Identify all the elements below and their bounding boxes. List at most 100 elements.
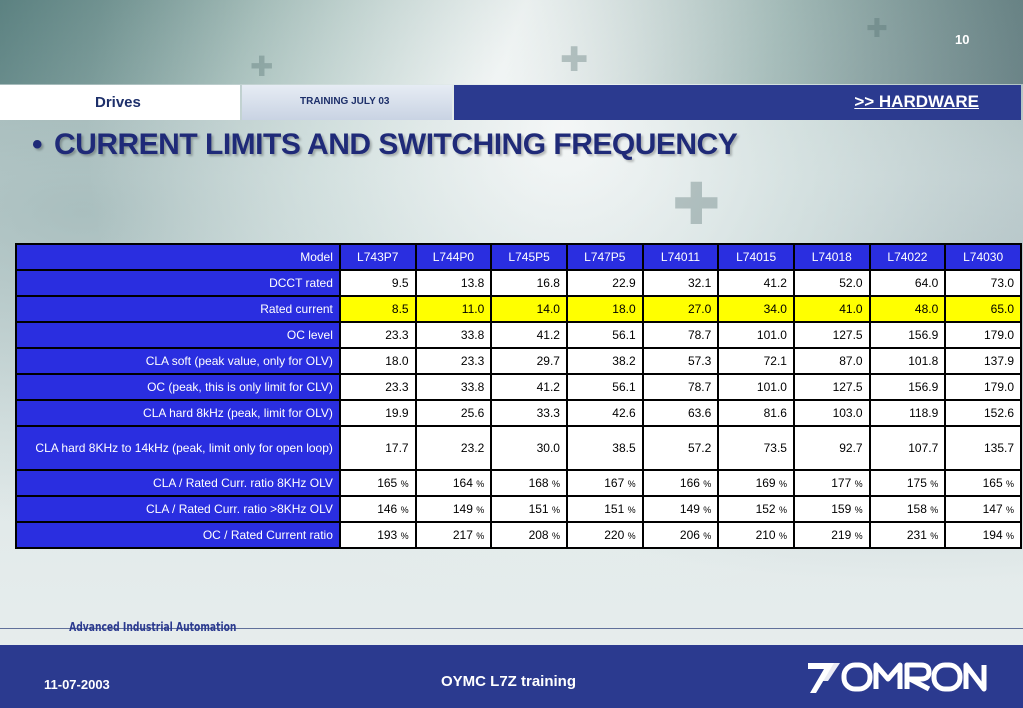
table-cell: 63.6 — [641, 399, 720, 427]
title-bullet: • — [32, 128, 43, 161]
cell-value: 73.0 — [990, 276, 1014, 290]
table-cell: 23.2 — [414, 425, 493, 471]
cell-value: 149 — [452, 502, 473, 516]
cell-value: 78.7 — [687, 380, 712, 394]
table-cell: 151 % — [565, 495, 644, 523]
cell-unit: % — [703, 531, 712, 541]
cell-value: 101.8 — [908, 354, 939, 368]
section-hardware: >> HARDWARE — [454, 85, 1021, 120]
table-cell: 8.5 — [338, 295, 417, 323]
table-cell: 149 % — [414, 495, 493, 523]
slide-title: • CURRENT LIMITS AND SWITCHING FREQUENCY — [32, 128, 738, 162]
section-training-label: TRAINING JULY 03 — [300, 96, 390, 107]
decorative-cross-icon: ✚ — [672, 170, 721, 238]
cell-value: 11.0 — [461, 302, 485, 316]
slide-title-text: CURRENT LIMITS AND SWITCHING FREQUENCY — [54, 128, 738, 161]
cell-value: 151 — [528, 502, 549, 516]
row-label: CLA / Rated Curr. ratio >8KHz OLV — [15, 495, 341, 523]
cell-value: 169 — [755, 476, 776, 490]
table-row: CLA soft (peak value, only for OLV) 18.0 2… — [15, 347, 1022, 375]
cell-value: 149 — [679, 502, 700, 516]
table-cell: 73.0 — [944, 269, 1022, 297]
cell-unit: % — [930, 531, 939, 541]
table-cell: 103.0 — [792, 399, 871, 427]
row-label: DCCT rated — [15, 269, 341, 297]
cell-value: 48.0 — [914, 302, 939, 316]
row-label: CLA hard 8kHz (peak, limit for OLV) — [15, 399, 341, 427]
footer-bar: 11-07-2003 OYMC L7Z training — [0, 645, 1023, 708]
table-cell: 14.0 — [490, 295, 568, 323]
cell-value: 219 — [831, 528, 852, 542]
cell-value: 87.0 — [839, 354, 863, 368]
model-header-cell: L745P5 — [490, 243, 568, 271]
row-label: OC level — [15, 321, 341, 349]
cell-unit: % — [1005, 505, 1014, 515]
table-cell: 11.0 — [414, 295, 493, 323]
cell-value: 17.7 — [385, 440, 409, 455]
table-cell: 41.0 — [792, 295, 871, 323]
cell-value: 127.5 — [832, 380, 863, 394]
cell-value: 41.0 — [839, 302, 863, 316]
model-header-cell: L743P7 — [338, 243, 417, 271]
table-cell: 23.3 — [414, 347, 493, 375]
table-cell: 81.6 — [717, 399, 795, 427]
cell-value: 78.7 — [687, 328, 712, 342]
cell-value: 231 — [906, 528, 927, 542]
section-bar: Drives TRAINING JULY 03 >> HARDWARE — [0, 85, 1021, 120]
table-row: CLA hard 8KHz to 14kHz (peak, limit only… — [15, 425, 1022, 471]
table-cell: 33.8 — [414, 321, 493, 349]
omron-logo — [808, 662, 987, 693]
cell-value: 41.2 — [763, 276, 787, 290]
cell-value: 164 — [452, 476, 473, 490]
cell-value: 179.0 — [983, 380, 1014, 394]
table-header-label: Model — [15, 243, 341, 271]
cell-value: 27.0 — [687, 302, 712, 316]
cell-value: 107.7 — [908, 440, 939, 455]
cell-value: 22.9 — [612, 276, 636, 290]
cell-value: 156.9 — [908, 328, 939, 342]
cell-value: 33.8 — [460, 380, 485, 394]
table-cell: 165 % — [944, 469, 1022, 497]
table-cell: 57.2 — [641, 425, 720, 471]
table-cell: 19.9 — [338, 399, 417, 427]
cell-value: 38.5 — [612, 440, 636, 455]
cell-value: 152.6 — [983, 406, 1014, 420]
table-row: OC level 23.3 33.8 41.2 56.1 78.7 101.0 127.5 15… — [15, 321, 1022, 349]
table-cell: 34.0 — [717, 295, 795, 323]
table-cell: 135.7 — [944, 425, 1022, 471]
table-cell: 219 % — [792, 521, 871, 549]
cell-unit: % — [854, 531, 863, 541]
table-row: DCCT rated 9.5 13.8 16.8 22.9 32.1 41.2 52.0 64.… — [15, 269, 1022, 297]
cell-value: 56.1 — [612, 328, 636, 342]
table-cell: 18.0 — [565, 295, 644, 323]
table-cell: 33.8 — [414, 373, 493, 401]
table-cell: 87.0 — [792, 347, 871, 375]
table-cell: 206 % — [641, 521, 720, 549]
table-cell: 118.9 — [868, 399, 947, 427]
table-cell: 38.2 — [565, 347, 644, 375]
table-cell: 179.0 — [944, 321, 1022, 349]
table-cell: 220 % — [565, 521, 644, 549]
cell-value: 175 — [906, 476, 927, 490]
page-number: 10 — [955, 32, 970, 47]
cell-unit: % — [551, 531, 560, 541]
table-cell: 41.2 — [490, 321, 568, 349]
cell-value: 14.0 — [536, 302, 560, 316]
cell-value: 118.9 — [909, 406, 939, 420]
table-cell: 101.8 — [868, 347, 947, 375]
table-cell: 78.7 — [641, 321, 720, 349]
table-cell: 27.0 — [641, 295, 720, 323]
table-cell: 9.5 — [338, 269, 417, 297]
cell-value: 16.8 — [536, 276, 560, 290]
table-cell: 92.7 — [792, 425, 871, 471]
table-cell: 168 % — [490, 469, 568, 497]
cell-unit: % — [778, 531, 787, 541]
cell-value: 19.9 — [385, 406, 409, 420]
table-cell: 25.6 — [414, 399, 493, 427]
cell-value: 193 — [377, 528, 398, 542]
cell-value: 63.6 — [687, 406, 712, 420]
table-cell: 48.0 — [868, 295, 947, 323]
cell-value: 23.3 — [385, 380, 409, 394]
cell-unit: % — [703, 479, 712, 489]
cell-value: 220 — [604, 528, 625, 542]
